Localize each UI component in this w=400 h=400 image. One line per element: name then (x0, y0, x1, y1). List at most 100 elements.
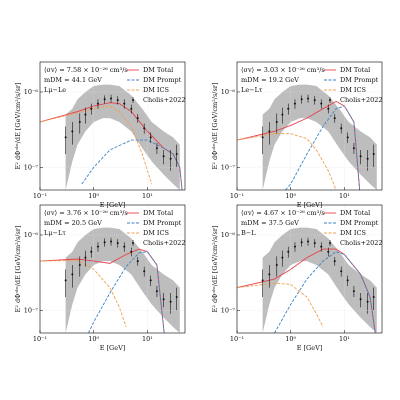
data-point (340, 127, 343, 130)
data-point (320, 245, 323, 248)
data-point (143, 127, 146, 130)
data-point (71, 273, 74, 276)
x-tick-label: 10⁰ (88, 192, 99, 200)
data-point (149, 279, 152, 282)
uncertainty-band (65, 227, 180, 333)
data-point (366, 157, 369, 160)
data-point (155, 147, 158, 150)
legend-label: DM Total (340, 66, 370, 74)
legend-label: Cholis+2022 (340, 239, 383, 247)
y-axis-label: E² dΦᵒᵇˢ/dE [GeV/cm²/s/sr] (211, 83, 219, 170)
data-point (143, 270, 146, 273)
legend-label: Cholis+2022 (340, 96, 383, 104)
data-point (300, 98, 303, 101)
annotation: mDM = 44.1 GeV (44, 76, 102, 84)
data-point (110, 240, 113, 243)
data-point (307, 240, 310, 243)
x-tick-label: 10⁻¹ (230, 335, 245, 343)
uncertainty-band (262, 84, 377, 190)
x-axis-label: E [GeV] (100, 344, 126, 352)
axes-frame (236, 204, 383, 334)
legend-label: DM Prompt (143, 76, 182, 84)
legend-label: DM ICS (143, 86, 169, 94)
y-tick-label: 10⁻⁷ (221, 163, 236, 171)
data-point (293, 245, 296, 248)
data-point (359, 298, 362, 301)
plot-area (40, 227, 180, 333)
data-point (372, 153, 375, 156)
data-point (155, 290, 158, 293)
y-axis-label: E² dΦᵒᵇˢ/dE [GeV/cm²/s/sr] (14, 226, 22, 313)
data-point (90, 107, 93, 110)
data-point (293, 102, 296, 105)
data-point (340, 270, 343, 273)
data-point (169, 157, 172, 160)
legend-label: DM ICS (340, 229, 366, 237)
data-point (103, 98, 106, 101)
legend-swatch (329, 99, 331, 101)
y-tick-label: 10⁻⁶ (221, 88, 236, 96)
y-tick-label: 10⁻⁶ (221, 231, 236, 239)
series-line (88, 251, 165, 333)
annotation: Lμ−Le (44, 86, 66, 94)
data-point (300, 241, 303, 244)
y-tick-label: 10⁻⁷ (221, 306, 236, 314)
x-tick-label: 10⁰ (88, 335, 99, 343)
annotation: Lμ−Lτ (44, 229, 66, 237)
series-line (274, 251, 376, 333)
data-point (136, 117, 139, 120)
annotation: B−L (241, 229, 256, 237)
legend-label: DM Prompt (143, 219, 182, 227)
data-point (346, 136, 349, 139)
x-tick-label: 10⁻¹ (230, 192, 245, 200)
annotation: ⟨σv⟩ = 3.03 × 10⁻²⁶ cm³/s (241, 66, 325, 74)
data-point (281, 113, 284, 116)
data-point (169, 300, 172, 303)
data-point (149, 136, 152, 139)
x-axis-label: E [GeV] (297, 344, 323, 352)
series-line (237, 133, 337, 190)
y-tick-label: 10⁻⁷ (24, 306, 39, 314)
data-point (162, 155, 165, 158)
data-point (84, 256, 87, 259)
data-point (96, 102, 99, 105)
data-point (116, 242, 119, 245)
annotation: mDM = 37.5 GeV (241, 219, 299, 227)
data-point (268, 273, 271, 276)
axes-frame (39, 204, 186, 334)
annotation: ⟨σv⟩ = 7.58 × 10⁻²⁶ cm³/s (44, 66, 128, 74)
data-point (162, 298, 165, 301)
data-point (71, 130, 74, 133)
legend-swatch (329, 242, 331, 244)
legend-swatch (132, 99, 134, 101)
annotation: mDM = 20.5 GeV (44, 219, 102, 227)
data-point (327, 250, 330, 253)
data-point (352, 290, 355, 293)
x-tick-label: 10⁻¹ (33, 335, 48, 343)
y-tick-label: 10⁻⁶ (24, 88, 39, 96)
data-point (333, 260, 336, 263)
data-point (175, 296, 178, 299)
y-tick-label: 10⁻⁶ (24, 231, 39, 239)
data-point (123, 245, 126, 248)
annotation: ⟨σv⟩ = 4.67 × 10⁻²⁶ cm³/s (241, 209, 325, 217)
axes-frame (236, 61, 383, 191)
annotation: mDM = 19.2 GeV (241, 76, 299, 84)
data-point (352, 147, 355, 150)
data-point (346, 279, 349, 282)
data-point (313, 242, 316, 245)
data-point (130, 250, 133, 253)
data-point (261, 136, 264, 139)
x-tick-label: 10¹ (142, 192, 153, 200)
series-line (285, 105, 361, 190)
legend-label: DM Prompt (340, 219, 379, 227)
data-point (287, 107, 290, 110)
x-tick-label: 10⁻¹ (33, 192, 48, 200)
y-tick-label: 10⁻⁷ (24, 163, 39, 171)
x-tick-label: 10⁰ (285, 192, 296, 200)
